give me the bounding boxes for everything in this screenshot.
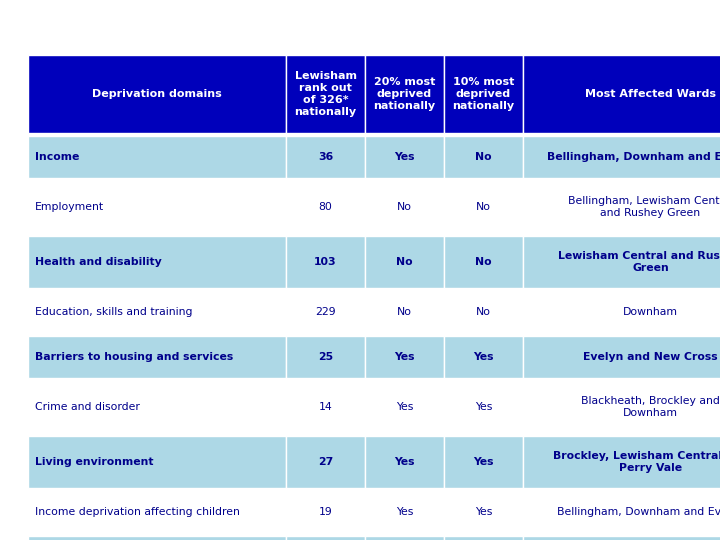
Text: Living environment: Living environment: [35, 457, 153, 467]
Text: 229: 229: [315, 307, 336, 317]
Text: No: No: [396, 257, 413, 267]
Bar: [444, 181, 523, 233]
Bar: [523, 491, 720, 533]
Bar: [365, 536, 444, 540]
Text: Downham: Downham: [623, 307, 678, 317]
Bar: [523, 181, 720, 233]
Bar: [28, 536, 286, 540]
Text: Yes: Yes: [474, 507, 492, 517]
Text: 10% most
deprived
nationally: 10% most deprived nationally: [452, 77, 515, 111]
Bar: [523, 236, 720, 288]
Text: Education, skills and training: Education, skills and training: [35, 307, 192, 317]
Text: No: No: [476, 307, 491, 317]
Bar: [286, 236, 365, 288]
Bar: [523, 536, 720, 540]
Text: 27: 27: [318, 457, 333, 467]
Bar: [365, 236, 444, 288]
Text: 103: 103: [314, 257, 337, 267]
Bar: [365, 181, 444, 233]
Bar: [523, 436, 720, 488]
Bar: [286, 536, 365, 540]
Text: Most Affected Wards: Most Affected Wards: [585, 89, 716, 99]
Bar: [28, 436, 286, 488]
Text: 14: 14: [319, 402, 333, 412]
Bar: [28, 181, 286, 233]
Bar: [286, 136, 365, 178]
Text: No: No: [397, 307, 412, 317]
Bar: [444, 536, 523, 540]
Text: Yes: Yes: [395, 152, 415, 162]
Bar: [286, 381, 365, 433]
Bar: [523, 381, 720, 433]
Text: Health and disability: Health and disability: [35, 257, 162, 267]
Bar: [365, 336, 444, 378]
Bar: [523, 291, 720, 333]
Bar: [286, 55, 365, 133]
Text: Yes: Yes: [474, 402, 492, 412]
Text: 36: 36: [318, 152, 333, 162]
Bar: [444, 336, 523, 378]
Bar: [444, 436, 523, 488]
Text: Evelyn and New Cross: Evelyn and New Cross: [583, 352, 718, 362]
Bar: [523, 136, 720, 178]
Bar: [365, 55, 444, 133]
Bar: [28, 236, 286, 288]
Text: Bellingham, Downham and Evelyn: Bellingham, Downham and Evelyn: [546, 152, 720, 162]
Bar: [286, 336, 365, 378]
Text: Yes: Yes: [396, 507, 413, 517]
Text: Bellingham, Lewisham Central
and Rushey Green: Bellingham, Lewisham Central and Rushey …: [567, 196, 720, 218]
Text: 80: 80: [318, 202, 333, 212]
Text: Bellingham, Downham and Evelyn: Bellingham, Downham and Evelyn: [557, 507, 720, 517]
Bar: [28, 491, 286, 533]
Bar: [28, 336, 286, 378]
Text: Yes: Yes: [473, 352, 494, 362]
Bar: [523, 55, 720, 133]
Bar: [444, 491, 523, 533]
Text: Deprivation domains: Deprivation domains: [92, 89, 222, 99]
Text: No: No: [397, 202, 412, 212]
Bar: [444, 381, 523, 433]
Bar: [28, 55, 286, 133]
Bar: [365, 436, 444, 488]
Text: Blackheath, Brockley and
Downham: Blackheath, Brockley and Downham: [581, 396, 720, 418]
Bar: [286, 491, 365, 533]
Bar: [365, 291, 444, 333]
Bar: [365, 136, 444, 178]
Text: Income deprivation affecting children: Income deprivation affecting children: [35, 507, 240, 517]
Bar: [286, 436, 365, 488]
Bar: [444, 236, 523, 288]
Bar: [28, 381, 286, 433]
Bar: [28, 291, 286, 333]
Text: Brockley, Lewisham Central and
Perry Vale: Brockley, Lewisham Central and Perry Val…: [553, 451, 720, 473]
Text: 19: 19: [319, 507, 333, 517]
Text: No: No: [475, 257, 492, 267]
Bar: [286, 181, 365, 233]
Text: 25: 25: [318, 352, 333, 362]
Bar: [286, 291, 365, 333]
Text: Yes: Yes: [395, 352, 415, 362]
Text: Income: Income: [35, 152, 79, 162]
Text: Crime and disorder: Crime and disorder: [35, 402, 140, 412]
Text: Yes: Yes: [396, 402, 413, 412]
Bar: [523, 336, 720, 378]
Text: Yes: Yes: [473, 457, 494, 467]
Text: No: No: [475, 152, 492, 162]
Text: No: No: [476, 202, 491, 212]
Bar: [365, 491, 444, 533]
Text: Yes: Yes: [395, 457, 415, 467]
Text: Lewisham
rank out
of 326*
nationally: Lewisham rank out of 326* nationally: [294, 71, 356, 117]
Text: 20% most
deprived
nationally: 20% most deprived nationally: [374, 77, 436, 111]
Bar: [28, 136, 286, 178]
Bar: [365, 381, 444, 433]
Bar: [444, 136, 523, 178]
Bar: [444, 55, 523, 133]
Bar: [444, 291, 523, 333]
Text: Barriers to housing and services: Barriers to housing and services: [35, 352, 233, 362]
Text: Employment: Employment: [35, 202, 104, 212]
Text: Lewisham Central and Rushey
Green: Lewisham Central and Rushey Green: [559, 251, 720, 273]
